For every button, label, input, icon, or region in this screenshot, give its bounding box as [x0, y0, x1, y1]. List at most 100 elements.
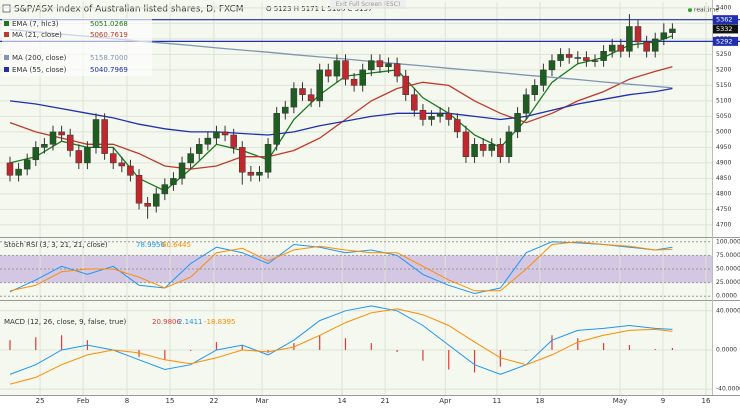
- title-icon: [2, 4, 11, 13]
- candle-body: [368, 60, 375, 71]
- candle-body: [600, 51, 607, 61]
- candle-body: [660, 32, 668, 40]
- x-tick-label: 8: [125, 397, 129, 405]
- macd-histogram-bar: [241, 345, 243, 350]
- pane-value: 60.6445: [162, 241, 191, 249]
- candle-body: [514, 113, 521, 133]
- candle-body: [144, 202, 151, 207]
- candle-body: [548, 60, 556, 71]
- pane-value: 2.1411: [178, 318, 203, 326]
- macd-histogram-bar: [164, 349, 166, 360]
- x-tick-label: Mar: [255, 397, 268, 405]
- y-tick-label: 5200: [716, 66, 731, 73]
- x-tick-label: 21: [381, 397, 390, 405]
- candle-body: [617, 44, 625, 52]
- candle-body: [273, 113, 280, 145]
- candle-body: [643, 41, 650, 52]
- y-tick-label: 4750: [716, 206, 731, 213]
- candle-body: [669, 28, 676, 33]
- candle-body: [479, 144, 487, 151]
- candle-body: [591, 60, 599, 62]
- candle-body: [419, 109, 427, 120]
- candle-body: [204, 137, 212, 145]
- x-tick-label: 14: [338, 397, 347, 405]
- candle-body: [135, 175, 143, 204]
- macd-histogram-bar: [396, 349, 398, 352]
- y-tick-label: 5400: [716, 4, 731, 11]
- legend-swatch: [4, 32, 9, 37]
- legend-swatch: [4, 67, 9, 72]
- candle-body: [75, 150, 83, 164]
- legend-swatch: [4, 21, 9, 26]
- candle-body: [92, 119, 100, 148]
- chart-title: S&P/ASX index of Australian listed share…: [14, 5, 244, 15]
- candle-body: [195, 144, 203, 154]
- macd-line: [9, 305, 673, 375]
- macd-histogram-bar: [9, 340, 11, 350]
- exit-box[interactable]: [330, 0, 406, 9]
- exit-full-screen[interactable]: Exit Full Screen (ESC): [336, 1, 400, 8]
- macd-histogram-bar: [370, 343, 372, 350]
- candle-body: [170, 178, 177, 185]
- candle-body: [454, 119, 461, 133]
- x-tick-label: 22: [209, 397, 218, 405]
- y-tick-label: 75.0000: [716, 252, 740, 259]
- candle-body: [488, 144, 496, 151]
- price-label: 5362: [716, 16, 733, 24]
- pane-title: MACD (12, 26, close, 9, false, true): [4, 318, 127, 326]
- price-label-box: [713, 15, 738, 25]
- macd-histogram-bar: [525, 349, 527, 351]
- candle-body: [299, 88, 306, 95]
- y-tick-label: 100.0000: [716, 238, 740, 245]
- candle-body: [41, 144, 48, 148]
- candle-body: [385, 63, 392, 68]
- price-label: 5332: [716, 25, 733, 33]
- candle-body: [342, 60, 349, 80]
- y-tick-label: 4950: [716, 144, 731, 151]
- y-tick-label: 5150: [716, 82, 731, 89]
- y-tick-label: 25.0000: [716, 279, 740, 286]
- candle-body: [256, 171, 263, 176]
- price-label-box: [713, 36, 738, 46]
- candle-body: [634, 26, 642, 43]
- y-tick-label: 5050: [716, 113, 731, 120]
- candle-body: [436, 113, 444, 117]
- candle-body: [282, 106, 289, 114]
- candle-body: [84, 147, 91, 164]
- stoch-line: [9, 241, 673, 292]
- candle-body: [230, 134, 237, 148]
- candle-body: [101, 119, 108, 154]
- macd-histogram-bar: [602, 343, 605, 350]
- candle-body: [376, 60, 384, 68]
- y-tick-label: 4800: [716, 190, 731, 197]
- candle-body: [187, 153, 194, 164]
- candle-body: [359, 69, 366, 86]
- candle-body: [531, 85, 539, 95]
- legend-background: [2, 18, 152, 76]
- x-tick-label: 9: [661, 397, 665, 405]
- candle-body: [161, 184, 169, 195]
- macd-histogram-bar: [473, 349, 476, 373]
- indicator-line: [9, 87, 673, 136]
- candle-body: [23, 159, 31, 170]
- realtime-label: realtime: [694, 7, 719, 14]
- y-tick-label: 0.0000: [716, 293, 737, 300]
- legend-value: 5060.7619: [90, 31, 128, 39]
- legend-name: MA (21, close): [12, 31, 62, 39]
- candle-body: [127, 165, 134, 176]
- x-tick-label: 18: [535, 397, 544, 405]
- legend-swatch: [4, 55, 9, 60]
- pane-value: 78.9956: [136, 241, 165, 249]
- ohlc-text: O 5123 H 5171 L 5108 C 5157: [266, 5, 372, 13]
- candle-body: [445, 113, 452, 120]
- x-tick-label: Apr: [439, 397, 451, 405]
- candle-body: [290, 88, 298, 108]
- candle-body: [583, 57, 590, 61]
- candle-body: [118, 162, 126, 167]
- candle-body: [325, 69, 332, 77]
- candle-body: [651, 38, 659, 52]
- y-tick-label: 50.0000: [716, 266, 740, 273]
- price-label-box: [713, 24, 738, 34]
- x-tick-label: May: [613, 397, 627, 405]
